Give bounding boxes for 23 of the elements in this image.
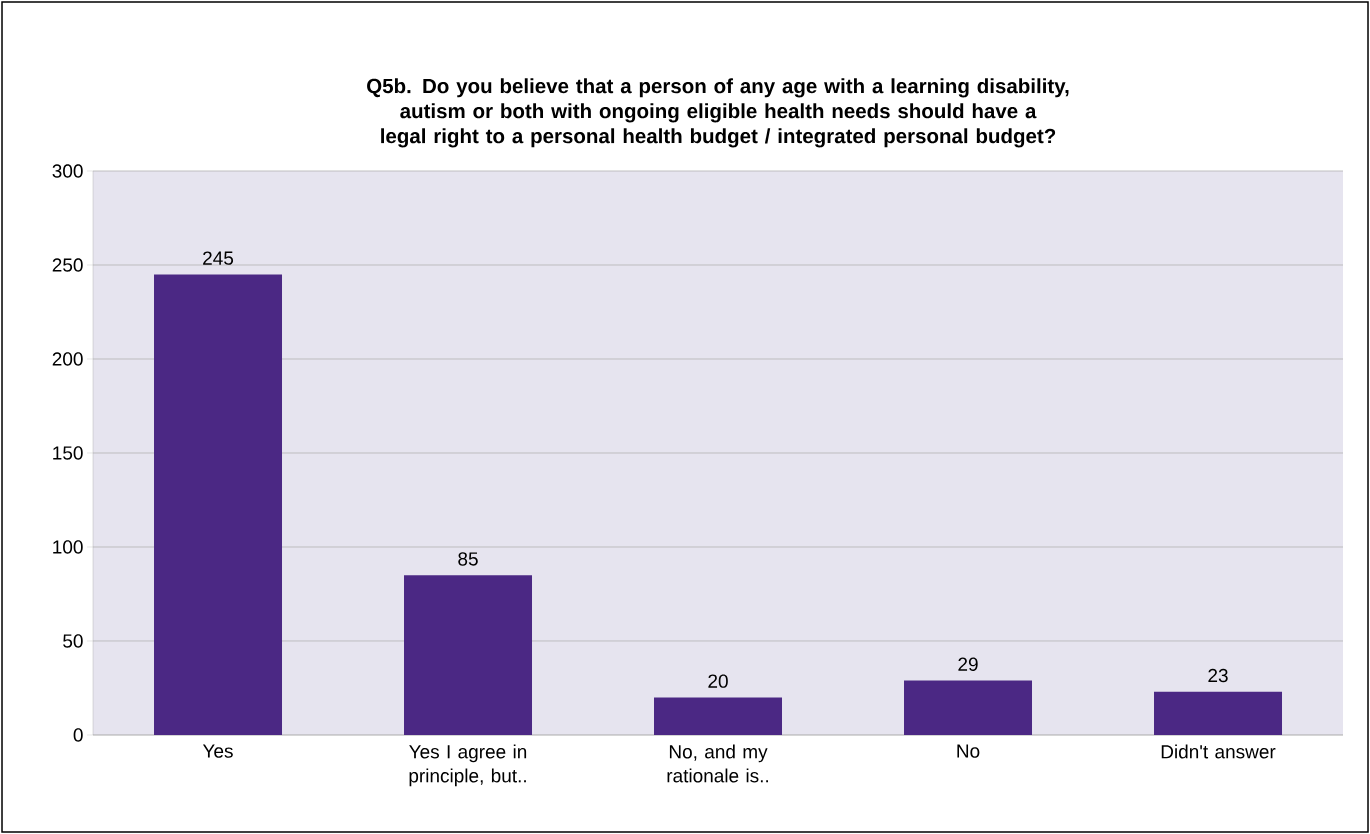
- y-tick-label: 150: [53, 446, 83, 460]
- x-tick-label: No, and my rationale is..: [667, 744, 768, 783]
- data-label: 245: [203, 251, 234, 265]
- x-tick-label: Yes: [202, 744, 233, 758]
- bar: [404, 575, 533, 735]
- y-tick-label: 200: [52, 352, 83, 366]
- data-label: 23: [1208, 668, 1228, 683]
- bar: [654, 697, 783, 735]
- bar: [904, 680, 1033, 735]
- y-tick-label: 100: [53, 540, 83, 554]
- data-label: 20: [708, 674, 728, 688]
- x-tick-label: No: [957, 744, 980, 758]
- y-tick-label: 50: [63, 634, 83, 648]
- bar: [154, 274, 283, 735]
- y-tick-label: 250: [52, 258, 83, 272]
- chart-title: Q5b. Do you believe that a person of any age with a learning disability, autism or both with ongoing eligible health needs should have a legal right to a personal health budget / integrated personal budget?: [367, 78, 1069, 148]
- data-label: 85: [458, 552, 478, 566]
- y-tick-label: 300: [52, 164, 83, 178]
- x-tick-label: Yes I agree in principle, but..: [409, 744, 527, 787]
- y-tick-label: 0: [73, 728, 83, 742]
- x-tick-label: Didn't answer: [1161, 744, 1276, 759]
- bar: [1154, 691, 1283, 735]
- data-label: 29: [958, 657, 978, 671]
